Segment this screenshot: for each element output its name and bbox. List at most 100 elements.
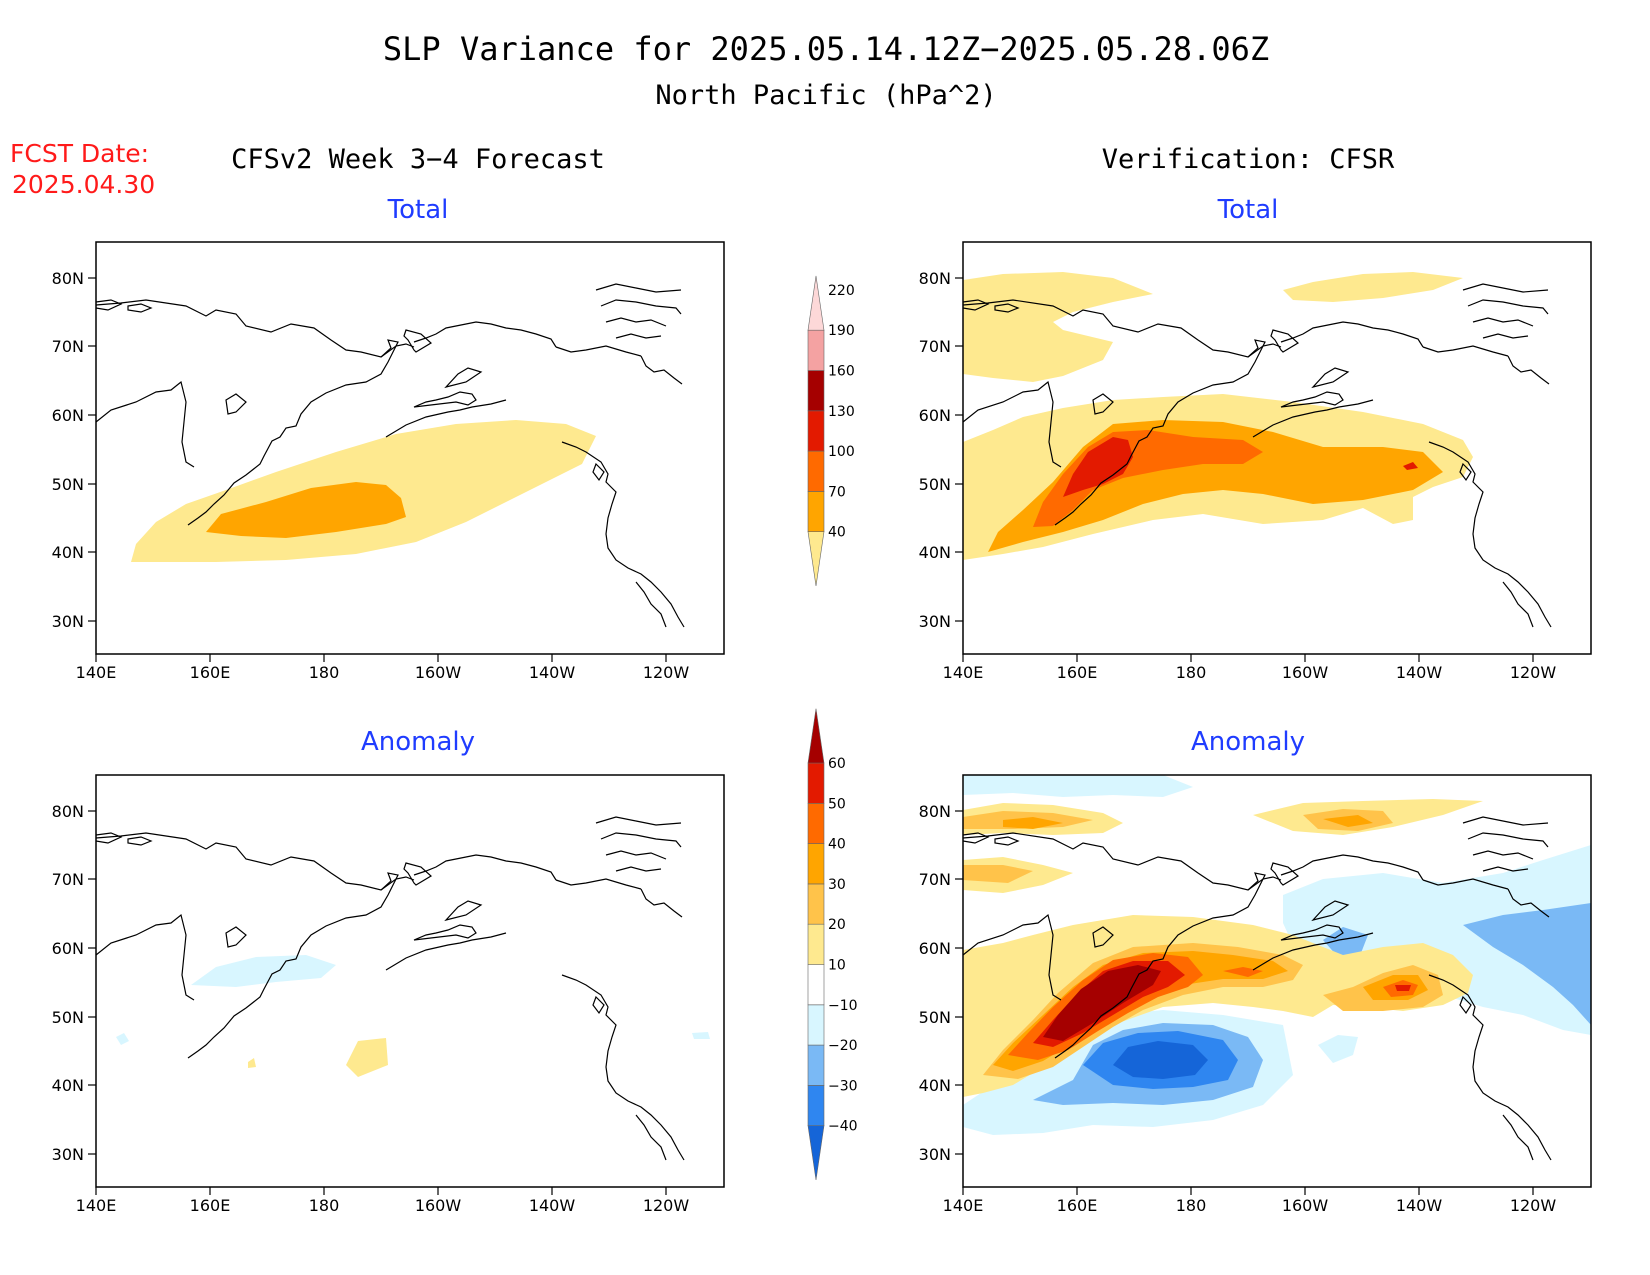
- map-background: [96, 775, 724, 1187]
- colorbar-label: 160: [828, 364, 855, 380]
- colorbar-label: 40: [828, 525, 846, 541]
- colorbar-swatch: [807, 275, 825, 331]
- lat-label: 40N: [52, 543, 84, 562]
- lat-label: 80N: [52, 802, 84, 821]
- lon-label: 120W: [1510, 663, 1557, 682]
- lat-label: 40N: [52, 1076, 84, 1095]
- colorbar-swatch: [807, 1085, 825, 1126]
- colorbar-label: −10: [828, 998, 858, 1014]
- fcst-date-label: FCST Date:: [10, 139, 149, 168]
- panel-label-bottom-right: Anomaly: [1191, 727, 1305, 757]
- contour-20-arctic2: [963, 865, 1033, 883]
- lon-label: 160E: [190, 1196, 231, 1215]
- colorbar-swatch: [807, 410, 825, 452]
- lon-label: 180: [309, 663, 340, 682]
- contour-60: [1043, 965, 1161, 1041]
- map-verification-anomaly: [962, 774, 1592, 1188]
- colorbar-swatch: [807, 803, 825, 844]
- colorbar-label: 130: [828, 404, 855, 420]
- lat-label: 60N: [52, 406, 84, 425]
- figure-subtitle: North Pacific (hPa^2): [655, 80, 996, 111]
- lat-label: 60N: [919, 406, 951, 425]
- contour-minus10-arctic: [963, 775, 1193, 797]
- lon-label: 140W: [1396, 663, 1443, 682]
- map-frame: [95, 241, 725, 655]
- lon-label: 160W: [415, 1196, 462, 1215]
- lat-label: 30N: [52, 612, 84, 631]
- lat-label: 40N: [919, 543, 951, 562]
- lat-label: 50N: [919, 1008, 951, 1027]
- map-frame: [962, 241, 1592, 655]
- lat-label: 80N: [52, 269, 84, 288]
- lat-label: 80N: [919, 802, 951, 821]
- contour-130-east: [1403, 462, 1418, 470]
- lat-label: 30N: [919, 612, 951, 631]
- lon-label: 180: [309, 1196, 340, 1215]
- contour-30-arctic: [1003, 817, 1063, 829]
- lon-label: 120W: [1510, 1196, 1557, 1215]
- lon-label: 160E: [1057, 663, 1098, 682]
- contour-10-main: [963, 915, 1473, 1097]
- contour-minus10-east: [692, 1032, 710, 1039]
- contour-minus10: [191, 955, 336, 987]
- contour-50-east: [1395, 985, 1411, 991]
- map-frame: [95, 774, 725, 1188]
- lon-label: 140E: [943, 1196, 984, 1215]
- contour-minus20-gulf: [1323, 927, 1368, 957]
- figure-title: SLP Variance for 2025.05.14.12Z−2025.05.…: [383, 30, 1269, 68]
- contour-minus40: [1113, 1041, 1208, 1079]
- contour-40-arctic-west: [963, 272, 1153, 382]
- panel-label-bottom-left: Anomaly: [361, 727, 475, 757]
- lon-label: 140E: [943, 663, 984, 682]
- panel-label-top-left: Total: [387, 195, 449, 225]
- colorbar-label: 70: [828, 484, 846, 500]
- lon-label: 120W: [643, 663, 690, 682]
- colorbars-layer: 40 70 100 130 160 190 220 −40 −30 −20 −10 10 20 30 40 5…: [807, 275, 858, 1181]
- axes-layer: 140E 160E 180 160W 140W 120W 80N 70N 60N 50N 40N 30…: [52, 269, 1557, 1215]
- contour-130: [1063, 437, 1133, 497]
- contour-minus10-small: [116, 1033, 129, 1045]
- colorbar-label: −20: [828, 1038, 858, 1054]
- fcst-date-value: 2025.04.30: [12, 170, 155, 199]
- lon-label: 160W: [415, 663, 462, 682]
- lon-label: 140W: [1396, 1196, 1443, 1215]
- lat-label: 40N: [919, 1076, 951, 1095]
- colorbar-label: 60: [828, 756, 846, 772]
- colorbar-swatch: [807, 370, 825, 412]
- lat-label: 70N: [52, 870, 84, 889]
- lat-label: 60N: [919, 939, 951, 958]
- left-column-title: CFSv2 Week 3−4 Forecast: [231, 144, 605, 175]
- contour-minus10-northeast: [1283, 845, 1591, 1035]
- colorbar-swatch: [807, 964, 825, 1006]
- contour-minus10-patch: [1318, 1035, 1358, 1063]
- map-verification-total: [962, 241, 1592, 655]
- lon-label: 120W: [643, 1196, 690, 1215]
- colorbar-label: 190: [828, 323, 855, 339]
- colorbar-label: 20: [828, 917, 846, 933]
- map-forecast-total: [95, 241, 725, 655]
- right-column-title: Verification: CFSR: [1102, 144, 1395, 175]
- lon-label: 140E: [76, 663, 117, 682]
- colorbar-swatch: [807, 329, 825, 371]
- lon-label: 140E: [76, 1196, 117, 1215]
- lon-label: 160E: [1057, 1196, 1098, 1215]
- colorbar-swatch: [807, 883, 825, 925]
- colorbar-swatch: [807, 450, 825, 492]
- contour-minus20-east: [1463, 903, 1591, 1025]
- contour-30-arctic-east: [1323, 815, 1373, 827]
- colorbar-label: 220: [828, 283, 855, 299]
- colorbar-label: 30: [828, 877, 846, 893]
- contour-70: [206, 482, 406, 538]
- lat-label: 70N: [919, 870, 951, 889]
- colorbar-label: 40: [828, 837, 846, 853]
- colorbar-swatch: [807, 1004, 825, 1046]
- contour-10-small: [248, 1058, 256, 1068]
- colorbar-swatch: [807, 843, 825, 885]
- lat-label: 30N: [52, 1145, 84, 1164]
- colorbar-swatch: [807, 923, 825, 965]
- contour-40-arctic-east: [1283, 272, 1463, 302]
- lon-label: 180: [1176, 1196, 1207, 1215]
- lon-label: 140W: [529, 663, 576, 682]
- colorbar-swatch: [807, 762, 825, 804]
